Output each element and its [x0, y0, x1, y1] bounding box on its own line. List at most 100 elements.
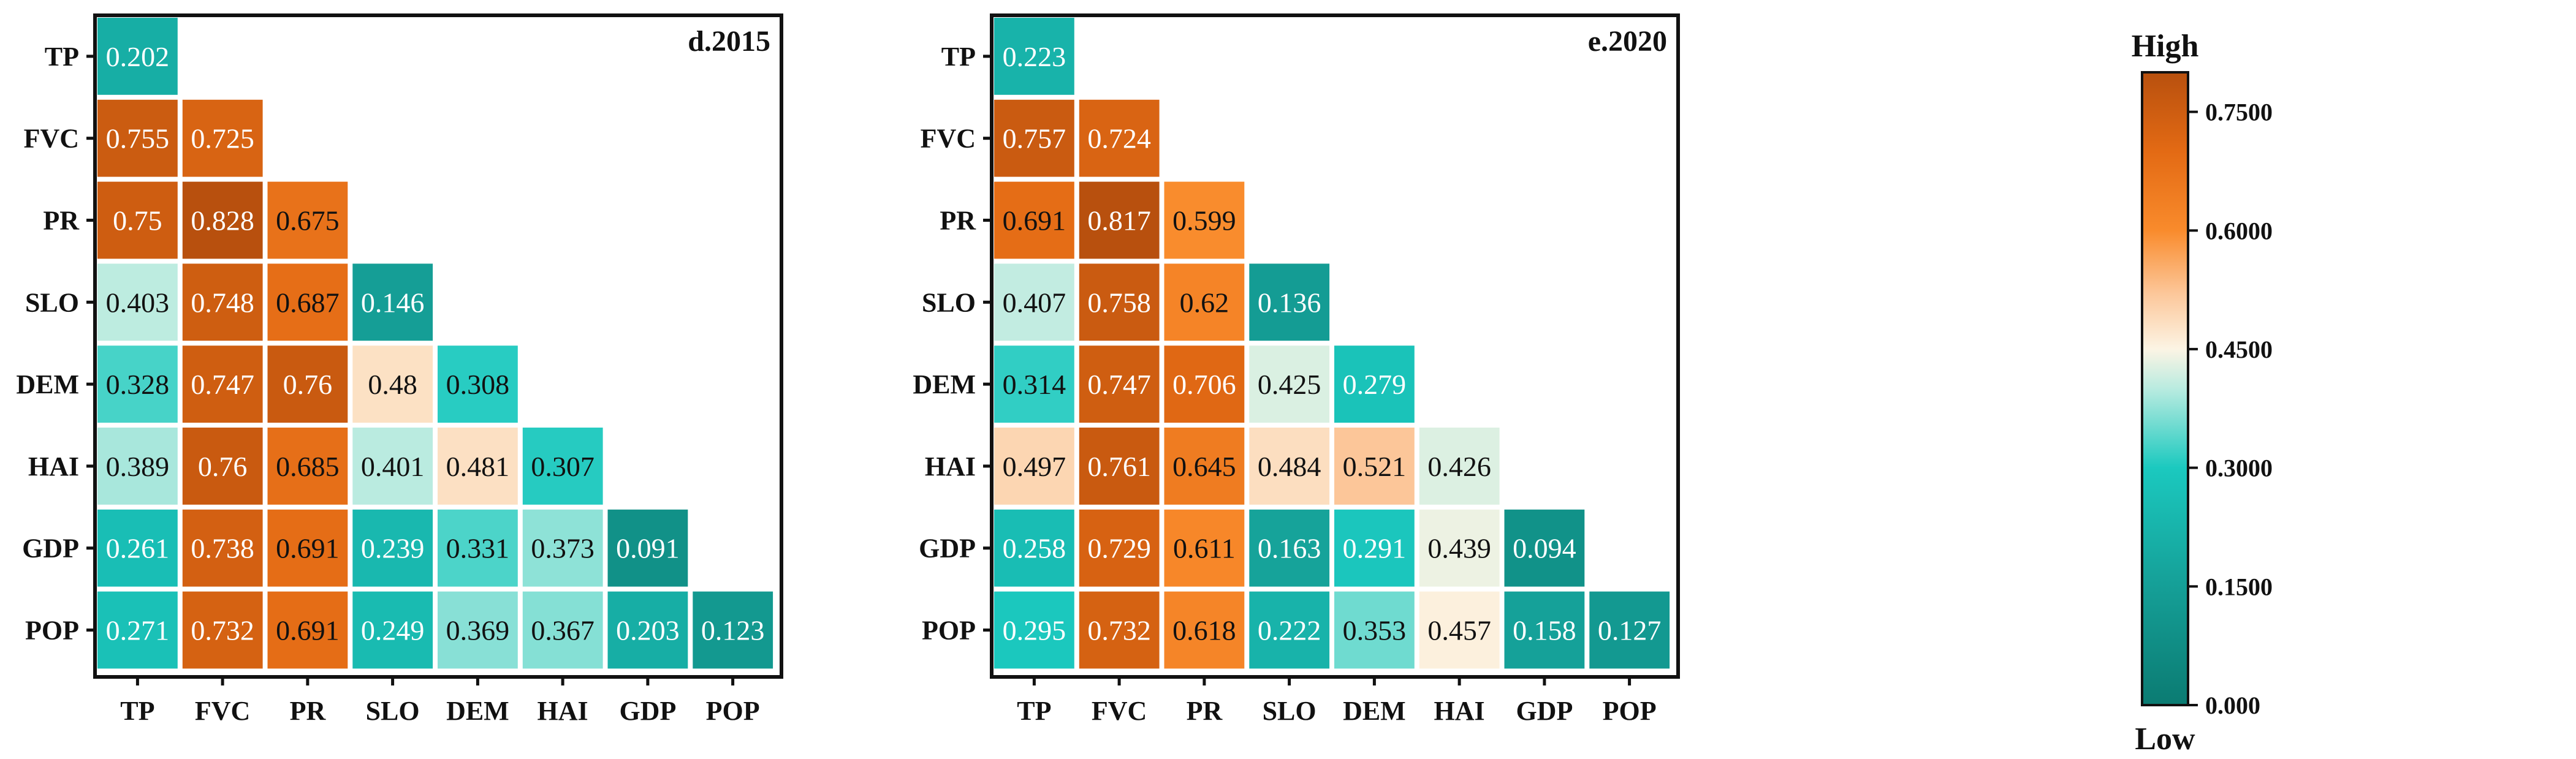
cell-value-label: 0.136 — [1258, 287, 1321, 318]
cell-value-label: 0.521 — [1343, 451, 1407, 482]
cell-value-label: 0.331 — [446, 533, 510, 564]
y-tick-label: FVC — [921, 124, 976, 154]
heatmap-cell — [1249, 263, 1330, 341]
y-tick-label: SLO — [922, 287, 976, 317]
cell-value-label: 0.738 — [191, 533, 254, 564]
y-tick-label: DEM — [913, 369, 976, 399]
heatmap-cell — [438, 509, 518, 587]
heatmap-cell — [1419, 428, 1500, 505]
heatmap-cell — [1164, 263, 1245, 341]
cell-value-label: 0.202 — [106, 41, 170, 72]
heatmap-cell — [994, 18, 1074, 95]
cell-value-label: 0.163 — [1258, 533, 1321, 564]
cell-value-label: 0.123 — [701, 615, 765, 646]
cell-value-label: 0.295 — [1003, 615, 1066, 646]
x-tick-label: DEM — [446, 696, 509, 726]
y-tick-label: HAI — [925, 451, 976, 481]
cell-value-label: 0.687 — [276, 287, 340, 318]
heatmap-cell — [438, 428, 518, 505]
cell-value-label: 0.239 — [361, 533, 425, 564]
heatmap-cell — [1079, 591, 1160, 669]
heatmap-cell — [97, 509, 178, 587]
heatmap-cell — [607, 509, 688, 587]
y-tick-label: POP — [922, 616, 976, 646]
cell-value-label: 0.439 — [1427, 533, 1491, 564]
heatmap-cell — [267, 591, 348, 669]
heatmap-cell — [267, 263, 348, 341]
cell-value-label: 0.706 — [1172, 369, 1236, 400]
cell-value-label: 0.599 — [1172, 205, 1236, 236]
y-tick-label: FVC — [24, 124, 79, 154]
heatmap-cell — [182, 428, 263, 505]
y-tick-label: TP — [45, 42, 79, 72]
cell-value-label: 0.367 — [531, 615, 595, 646]
heatmap-cell — [352, 263, 433, 341]
heatmap-cell — [1334, 591, 1415, 669]
heatmap-cell — [352, 509, 433, 587]
cell-value-label: 0.691 — [1003, 205, 1066, 236]
heatmap-cell — [1079, 428, 1160, 505]
heatmap-cell — [1079, 346, 1160, 423]
heatmap-cell — [1249, 428, 1330, 505]
cell-value-label: 0.732 — [1087, 615, 1151, 646]
cell-value-label: 0.307 — [531, 451, 595, 482]
y-tick-label: TP — [941, 42, 976, 72]
y-tick-label: GDP — [22, 534, 79, 564]
cell-value-label: 0.758 — [1087, 287, 1151, 318]
heatmap-cell — [1249, 509, 1330, 587]
panel-title: d.2015 — [688, 25, 770, 58]
heatmap-cell — [1079, 263, 1160, 341]
cell-value-label: 0.484 — [1258, 451, 1321, 482]
cell-value-label: 0.724 — [1087, 123, 1151, 154]
heatmap-cell — [522, 509, 603, 587]
colorbar-tick-label: 0.000 — [2205, 692, 2260, 719]
heatmap-cell — [1164, 509, 1245, 587]
heatmap-cell — [994, 509, 1074, 587]
cell-value-label: 0.407 — [1003, 287, 1066, 318]
panel-title: e.2020 — [1588, 25, 1667, 58]
cell-value-label: 0.729 — [1087, 533, 1151, 564]
cell-value-label: 0.761 — [1087, 451, 1151, 482]
x-tick-label: POP — [1603, 696, 1657, 726]
colorbar-tick-label: 0.4500 — [2205, 336, 2273, 363]
heatmap-cell — [97, 591, 178, 669]
heatmap-cell — [1589, 591, 1670, 669]
cell-value-label: 0.76 — [283, 369, 333, 400]
cell-value-label: 0.75 — [113, 205, 162, 236]
cell-value-label: 0.091 — [616, 533, 680, 564]
x-tick-label: HAI — [1434, 696, 1485, 726]
heatmap-cell — [352, 428, 433, 505]
heatmap-cell — [267, 181, 348, 259]
heatmap-cell — [1334, 509, 1415, 587]
cell-value-label: 0.425 — [1258, 369, 1321, 400]
cell-value-label: 0.755 — [106, 123, 170, 154]
cell-value-label: 0.481 — [446, 451, 510, 482]
cell-value-label: 0.747 — [191, 369, 254, 400]
heatmap-cell — [994, 346, 1074, 423]
heatmap-cell — [1504, 591, 1585, 669]
heatmap-cell — [438, 346, 518, 423]
heatmap-cell — [1079, 99, 1160, 177]
heatmap-cell — [182, 181, 263, 259]
cell-value-label: 0.373 — [531, 533, 595, 564]
panel-frame — [990, 13, 1680, 679]
cell-value-label: 0.291 — [1343, 533, 1407, 564]
cell-value-label: 0.725 — [191, 123, 254, 154]
heatmap-cell — [352, 346, 433, 423]
heatmap-cell — [1164, 591, 1245, 669]
cell-value-label: 0.691 — [276, 533, 340, 564]
heatmap-panel-2: 0.223 0.757 0.724 0.691 0.817 0.599 0.407 0.758… — [913, 13, 1680, 726]
heatmap-cell — [182, 346, 263, 423]
cell-value-label: 0.403 — [106, 287, 170, 318]
colorbar-tick-label: 0.7500 — [2205, 99, 2273, 126]
x-tick-label: GDP — [1516, 696, 1573, 726]
colorbar-gradient — [2141, 71, 2189, 706]
y-tick-label: PR — [940, 206, 976, 236]
heatmap-cell — [607, 591, 688, 669]
heatmap-cell — [994, 263, 1074, 341]
y-tick-label: DEM — [16, 369, 79, 399]
heatmap-cell — [1249, 591, 1330, 669]
heatmap-cell — [97, 18, 178, 95]
x-tick-label: DEM — [1343, 696, 1406, 726]
